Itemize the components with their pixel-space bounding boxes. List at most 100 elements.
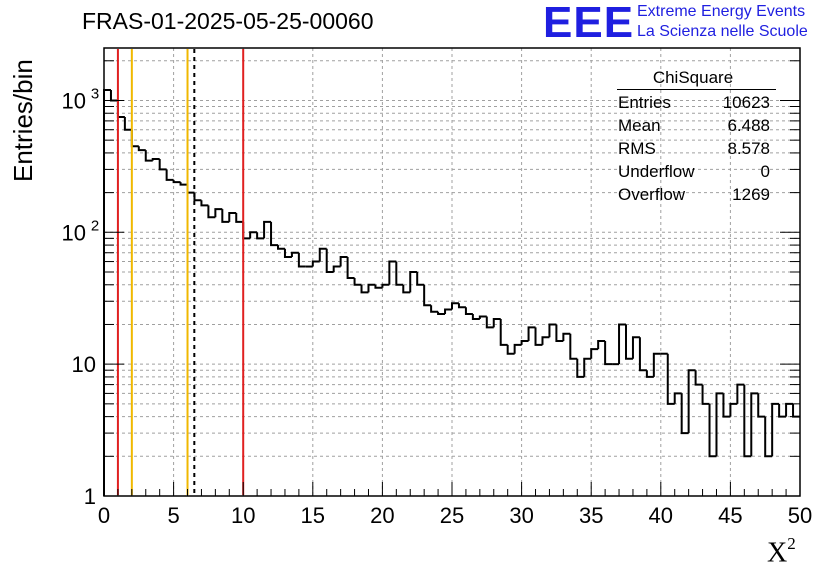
logo-subtitle-2: La Scienza nelle Scuole [637, 23, 808, 40]
x-tick-label: 50 [788, 503, 812, 528]
histogram-bin [625, 324, 633, 360]
stats-value: 0 [760, 162, 770, 181]
histogram-bin [179, 182, 188, 186]
histogram-bin [360, 284, 369, 294]
histogram-bin [158, 158, 167, 171]
histogram-bin [722, 393, 731, 418]
histogram-bin [750, 392, 759, 457]
x-tick-label: 10 [231, 503, 255, 528]
stats-row-rms: RMS 8.578 [618, 139, 770, 161]
stats-row-overflow: Overflow 1269 [618, 185, 770, 207]
histogram-bin [116, 100, 125, 118]
histogram-bin [757, 393, 766, 418]
histogram-bin [618, 323, 626, 365]
marker-lines [116, 49, 245, 495]
stats-divider [617, 89, 776, 90]
histogram-bin [444, 308, 452, 315]
histogram-bin [562, 332, 571, 341]
histogram-bin [151, 157, 160, 161]
histogram-bin [290, 251, 299, 257]
x-tick-label: 45 [718, 503, 742, 528]
stats-box: ChiSquare Entries 10623 Mean 6.488 RMS 8… [612, 66, 778, 206]
histogram-bin [666, 353, 675, 405]
stats-value: 1269 [732, 185, 770, 204]
x-tick-label: 30 [509, 503, 533, 528]
histogram-bin [673, 392, 682, 404]
histogram-bin [569, 333, 578, 360]
histogram-bin [325, 248, 334, 273]
histogram-bin [318, 247, 327, 262]
y-tick-label: 1 [84, 484, 96, 509]
stats-value: 8.578 [727, 139, 770, 158]
histogram-bin [283, 248, 292, 258]
histogram-bin [165, 169, 174, 181]
y-tick-label-sup: 3 [91, 85, 99, 102]
histogram-bin [527, 326, 536, 341]
histogram-bin [367, 283, 376, 293]
histogram-bin [137, 146, 146, 152]
histogram-bin [256, 232, 265, 240]
histogram-bin [374, 284, 383, 289]
histogram-bin [506, 344, 515, 355]
histogram-bin [631, 336, 640, 359]
histogram-bin [680, 393, 689, 435]
histogram-bin [541, 336, 550, 345]
histogram-bin [109, 90, 118, 102]
histogram-bin [193, 192, 202, 202]
axis-ticks [103, 60, 801, 497]
stats-label: Mean [618, 116, 661, 135]
histogram-bin [402, 284, 411, 294]
histogram-bin [311, 260, 320, 267]
histogram-bin [729, 402, 738, 417]
histogram-bin [409, 271, 418, 293]
histogram-bin [423, 284, 432, 307]
histogram-bin [701, 384, 710, 405]
histogram-bin [764, 416, 773, 458]
histogram-bin [715, 392, 724, 457]
x-tick-label: 20 [370, 503, 394, 528]
grid-layer [104, 48, 800, 496]
histogram-bin [242, 221, 251, 240]
x-axis-label-sup: 2 [787, 534, 796, 553]
histogram-bin [555, 324, 564, 342]
histogram-bin [353, 278, 362, 286]
histogram-bin [144, 150, 153, 162]
histogram-bin [388, 260, 397, 285]
stats-label: Entries [618, 93, 671, 112]
histogram-bin [451, 302, 459, 310]
histogram-bin [103, 89, 111, 496]
x-tick-label: 25 [440, 503, 464, 528]
histogram-bin [708, 403, 717, 458]
eee-logo: EEE [543, 0, 635, 47]
histogram-bin [277, 245, 285, 250]
histogram-bin [235, 213, 244, 223]
histogram-bin [499, 319, 508, 346]
tick-labels: 0 5 10 15 20 25 30 35 40 45 50 1 10 10 2 10 3 [62, 85, 813, 528]
y-tick-label: 10 [62, 88, 86, 113]
histogram-bin [771, 402, 780, 457]
stats-row-underflow: Underflow 0 [618, 162, 770, 184]
histogram-bin [597, 339, 606, 350]
histogram-bin [221, 209, 230, 223]
histogram-bin [270, 221, 278, 247]
y-axis-label: Entries/bin [8, 59, 38, 182]
histogram-bin [778, 403, 787, 418]
x-tick-label: 5 [167, 503, 179, 528]
histogram-bin [645, 370, 654, 378]
logo-subtitle-1: Extreme Energy Events [637, 3, 806, 20]
x-tick-label: 35 [579, 503, 603, 528]
histogram-bin [200, 200, 209, 207]
histogram-bin [123, 116, 132, 131]
histogram-bin [534, 327, 543, 346]
histogram-bin [485, 316, 494, 329]
x-axis-label-text: X [767, 537, 788, 569]
histogram-bin [471, 314, 480, 321]
histogram-bin [652, 352, 661, 377]
histogram-bin [332, 265, 341, 272]
histogram-bin [130, 129, 139, 148]
x-tick-label: 0 [98, 503, 110, 528]
histogram-bin [464, 307, 473, 316]
histogram-bin [416, 272, 425, 286]
stats-row-mean: Mean 6.488 [618, 116, 770, 138]
histogram-bin [228, 212, 237, 222]
